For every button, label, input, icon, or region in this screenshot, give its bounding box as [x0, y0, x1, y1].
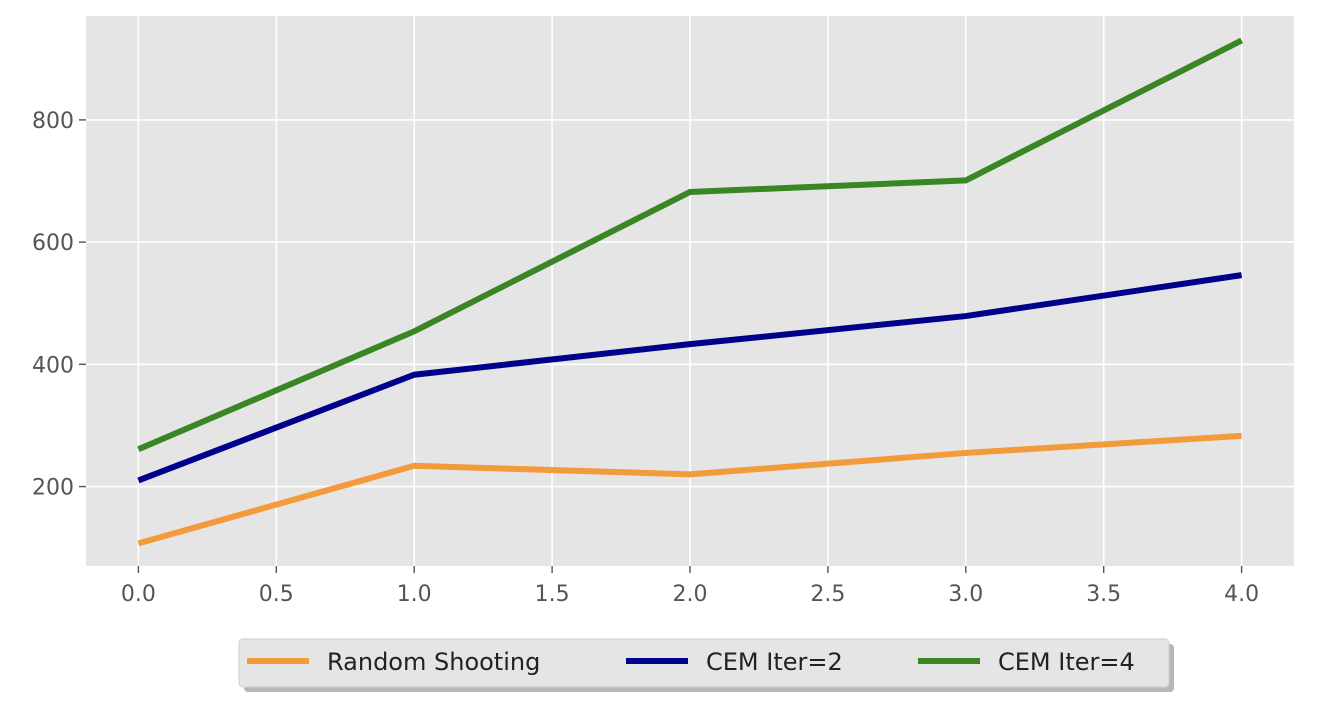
legend-label-cem-iter-2: CEM Iter=2	[706, 648, 843, 676]
x-tick-label: 0.0	[121, 582, 156, 607]
legend-label-cem-iter-4: CEM Iter=4	[998, 648, 1135, 676]
y-tick-label: 600	[32, 231, 74, 256]
y-tick-label: 800	[32, 109, 74, 134]
x-tick-label: 1.0	[397, 582, 432, 607]
series-line-random-shooting	[137, 432, 1242, 547]
legend: Random Shooting CEM Iter=2 CEM Iter=4	[238, 638, 1174, 692]
x-tick-label: 2.5	[810, 582, 845, 607]
series-line-cem-iter-4	[137, 37, 1243, 453]
x-tick-label: 4.0	[1224, 582, 1259, 607]
x-tick-label: 1.5	[535, 582, 570, 607]
x-tick-label: 3.0	[948, 582, 983, 607]
x-axis-ticks: 0.0 0.5 1.0 1.5 2.0 2.5 3.0 3.5 4.0	[121, 566, 1259, 607]
series-line-cem-iter-2	[137, 272, 1243, 484]
x-tick-label: 3.5	[1086, 582, 1121, 607]
y-axis-ticks: 200 400 600 800	[32, 109, 86, 501]
legend-box	[238, 638, 1170, 688]
x-tick-label: 0.5	[259, 582, 294, 607]
legend-label-random-shooting: Random Shooting	[327, 648, 540, 676]
x-tick-label: 2.0	[673, 582, 708, 607]
y-tick-label: 200	[32, 476, 74, 501]
series-lines	[137, 37, 1243, 547]
y-tick-label: 400	[32, 353, 74, 378]
